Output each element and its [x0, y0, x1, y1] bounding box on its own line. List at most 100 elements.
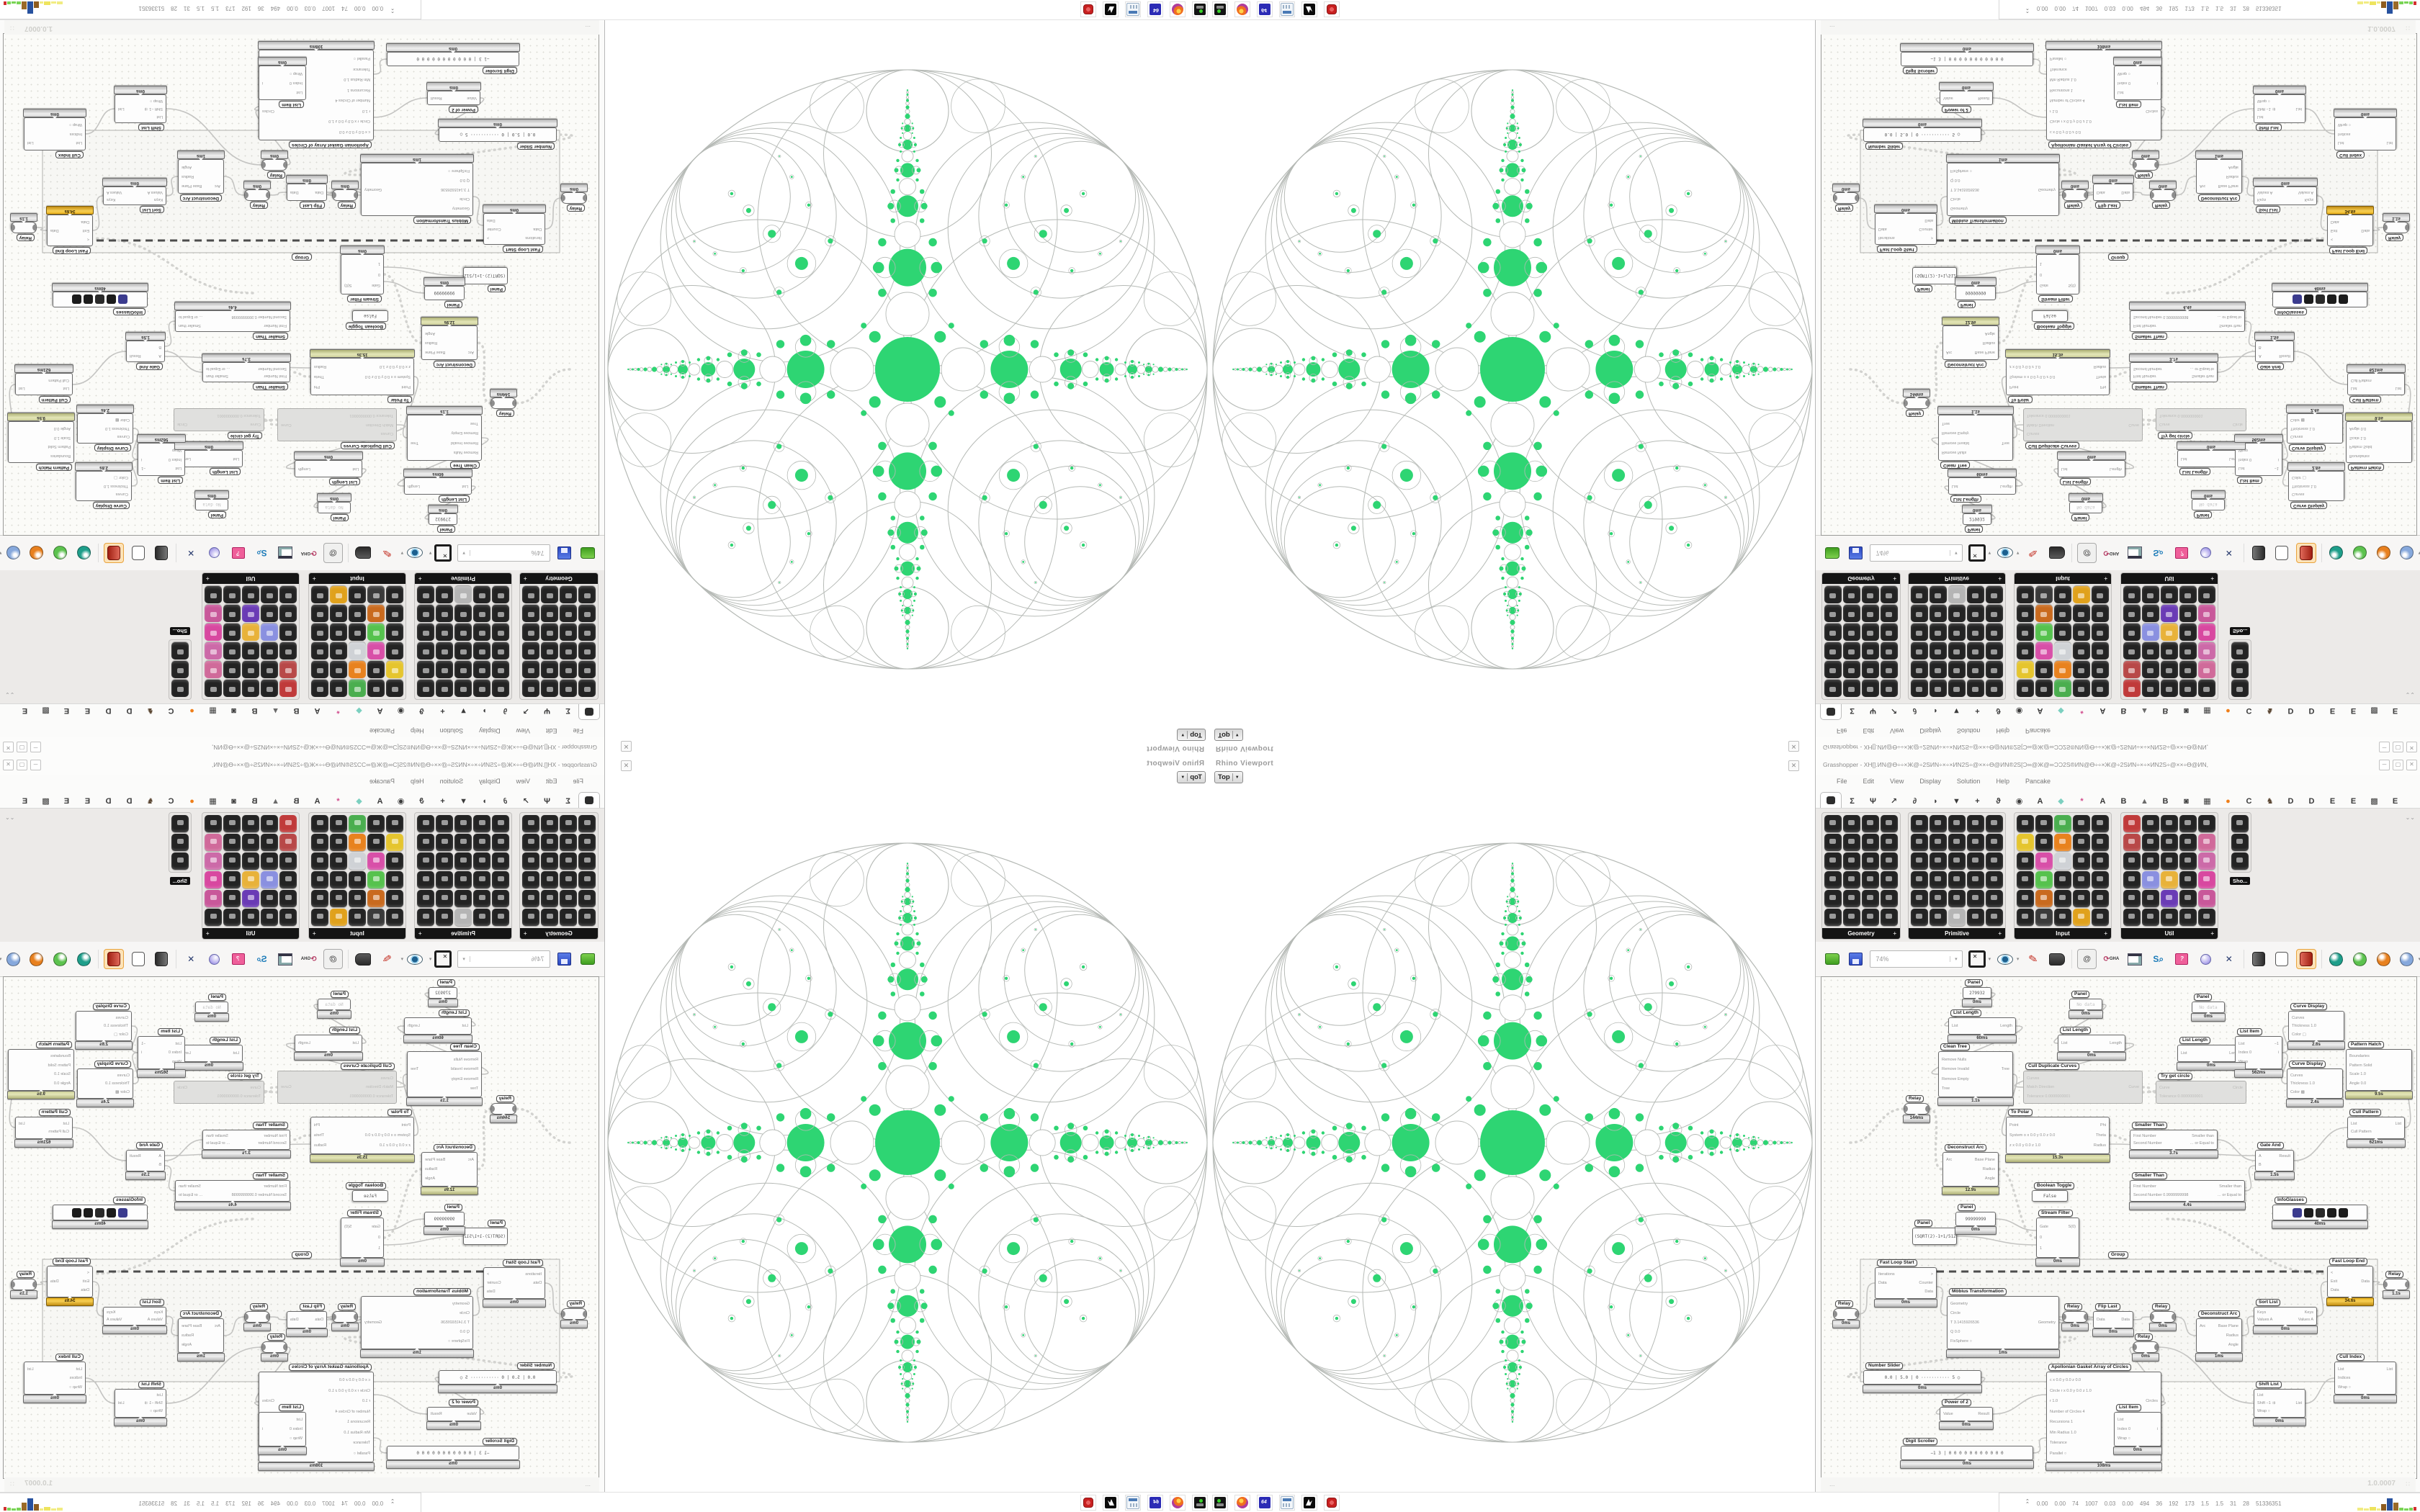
tab-category-1[interactable]: Ψ: [544, 797, 550, 806]
component-icon[interactable]: [1862, 871, 1879, 888]
component-icon[interactable]: [560, 680, 577, 697]
tab-category-19[interactable]: C: [2246, 706, 2252, 715]
component-icon[interactable]: [279, 680, 297, 697]
taskbar-icon-fox[interactable]: [1103, 1495, 1119, 1511]
component-icon[interactable]: [2198, 661, 2215, 678]
component-icon[interactable]: [2073, 871, 2090, 888]
projector-button[interactable]: [354, 950, 372, 968]
component-icon[interactable]: [417, 871, 434, 888]
component-icon[interactable]: [367, 586, 385, 603]
component-icon[interactable]: [205, 871, 222, 888]
component-icon[interactable]: [311, 834, 328, 851]
menu-item-help[interactable]: Help: [1996, 778, 2009, 785]
component-icon[interactable]: [311, 680, 328, 697]
component-icon[interactable]: [473, 624, 490, 641]
component-icon[interactable]: [349, 871, 366, 888]
component-icon[interactable]: [2179, 605, 2197, 622]
tab-category-18[interactable]: ●: [189, 706, 194, 715]
component-icon[interactable]: [386, 624, 403, 641]
tab-category-13[interactable]: B: [2120, 706, 2127, 715]
component-icon[interactable]: [223, 852, 241, 870]
minimize-button[interactable]: ─: [30, 742, 41, 752]
display-wireframe-button[interactable]: [2272, 950, 2291, 968]
component-icon[interactable]: [417, 605, 434, 622]
remote-connect-button[interactable]: @: [2076, 543, 2097, 563]
tab-category-22[interactable]: D: [2308, 706, 2315, 715]
component-icon[interactable]: [2092, 852, 2109, 870]
component-icon[interactable]: [2198, 890, 2215, 907]
component-icon[interactable]: [541, 871, 558, 888]
component-icon[interactable]: [2198, 815, 2215, 832]
component-icon[interactable]: [205, 909, 222, 926]
gh-node-relay[interactable]: Relay 0ms: [261, 1333, 288, 1362]
taskbar-icon-calc[interactable]: [1125, 1, 1141, 17]
component-icon[interactable]: [223, 834, 241, 851]
gh-node-cull-duplicate-curves[interactable]: Cull Duplicate Curves Curves Match Directi…: [277, 408, 397, 449]
component-icon[interactable]: [1824, 680, 1842, 697]
component-icon[interactable]: [1930, 871, 1947, 888]
component-icon[interactable]: [492, 871, 509, 888]
component-icon[interactable]: [1948, 871, 1966, 888]
remote-connect-button[interactable]: @: [2076, 949, 2097, 969]
component-icon[interactable]: [349, 642, 366, 660]
component-icon[interactable]: [367, 871, 385, 888]
tab-category-1[interactable]: Ψ: [1870, 797, 1876, 806]
lightbulb-button[interactable]: [2196, 950, 2215, 968]
maximize-button[interactable]: ▢: [17, 742, 27, 752]
component-icon[interactable]: [492, 909, 509, 926]
menu-item-solution[interactable]: Solution: [1956, 778, 1981, 785]
gh-node-panel[interactable]: Panel(SQRT(2)-1+1/512)*1: [463, 1220, 508, 1245]
component-icon[interactable]: [417, 624, 434, 641]
tab-category-24[interactable]: E: [2350, 797, 2357, 806]
tab-category-26[interactable]: E: [22, 706, 28, 715]
component-icon[interactable]: [436, 815, 453, 832]
component-icon[interactable]: [279, 624, 297, 641]
component-icon[interactable]: [349, 624, 366, 641]
component-icon[interactable]: [522, 661, 539, 678]
taskbar-icon-floppy[interactable]: [1257, 1, 1273, 17]
component-icon[interactable]: [2035, 815, 2053, 832]
component-icon[interactable]: [2092, 680, 2109, 697]
component-icon[interactable]: [261, 852, 278, 870]
gh-node-smaller-than[interactable]: Smaller Than First Number Smaller than Seco…: [174, 1172, 291, 1210]
component-icon[interactable]: [2142, 852, 2159, 870]
component-icon[interactable]: [171, 680, 189, 697]
component-icon[interactable]: [2231, 852, 2249, 870]
component-icon[interactable]: [578, 909, 596, 926]
component-icon[interactable]: [1911, 586, 1928, 603]
component-icon[interactable]: [171, 642, 189, 660]
palette-footer-primitive[interactable]: Primitive +: [415, 573, 511, 584]
component-icon[interactable]: [1986, 605, 2003, 622]
component-icon[interactable]: [1862, 890, 1879, 907]
component-icon[interactable]: [349, 815, 366, 832]
tab-category-14[interactable]: ▲: [2141, 797, 2148, 806]
component-icon[interactable]: [223, 605, 241, 622]
component-icon[interactable]: [205, 680, 222, 697]
component-icon[interactable]: [454, 890, 472, 907]
palette-footer-util[interactable]: Util +: [202, 573, 299, 584]
component-icon[interactable]: [2017, 871, 2034, 888]
taskbar-icon-floppy[interactable]: [1147, 1, 1163, 17]
component-icon[interactable]: [205, 624, 222, 641]
component-icon[interactable]: [436, 890, 453, 907]
display-shaded-dark-button[interactable]: [2249, 544, 2268, 562]
component-icon[interactable]: [349, 834, 366, 851]
component-icon[interactable]: [454, 605, 472, 622]
component-icon[interactable]: [2123, 909, 2141, 926]
gh-node-shift-list[interactable]: Shift List List Shift −1 ⇉ List Wrap ○ 0ms: [114, 86, 167, 131]
component-icon[interactable]: [311, 624, 328, 641]
component-icon[interactable]: [1843, 680, 1860, 697]
menu-item-display[interactable]: Display: [1919, 727, 1941, 734]
component-icon[interactable]: [223, 871, 241, 888]
component-icon[interactable]: [2179, 909, 2197, 926]
component-icon[interactable]: [1986, 909, 2003, 926]
component-icon[interactable]: [473, 871, 490, 888]
component-icon[interactable]: [1862, 624, 1879, 641]
component-icon[interactable]: [367, 852, 385, 870]
tab-category-9[interactable]: A: [377, 706, 383, 715]
component-icon[interactable]: [2035, 871, 2053, 888]
gh-node-flip-last[interactable]: Flip Last Data Data 0ms: [2092, 1303, 2134, 1337]
component-icon[interactable]: [1881, 852, 1898, 870]
tab-category-17[interactable]: ▦: [209, 706, 217, 715]
